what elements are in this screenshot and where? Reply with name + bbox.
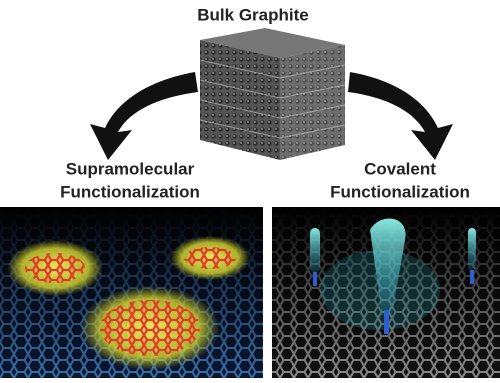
title: Bulk Graphite — [197, 5, 308, 24]
branch-label: Covalent — [364, 159, 436, 178]
branch-label: Functionalization — [330, 182, 470, 201]
graphite-cube — [199, 28, 346, 160]
arrow-left — [90, 72, 198, 160]
supramolecular-panel — [0, 207, 263, 378]
arrow-right — [348, 72, 453, 160]
branch-label: Functionalization — [60, 182, 200, 201]
branch-label: Supramolecular — [66, 159, 195, 178]
covalent-panel — [272, 207, 500, 378]
